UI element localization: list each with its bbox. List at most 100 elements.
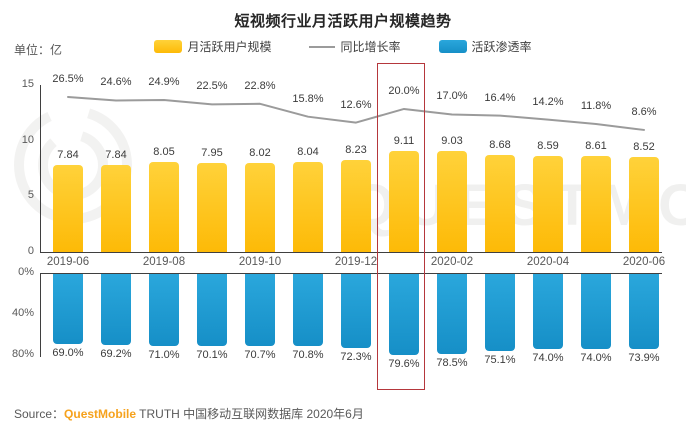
legend-label-mau: 月活跃用户规模	[187, 40, 272, 54]
growth-value-label: 12.6%	[340, 98, 372, 111]
penetration-value-label: 70.8%	[292, 349, 324, 362]
mau-bar	[485, 155, 515, 252]
penetration-value-label: 74.0%	[532, 352, 564, 365]
growth-value-label: 8.6%	[631, 105, 657, 118]
penetration-value-label: 72.3%	[340, 350, 372, 363]
mau-value-label: 8.05	[153, 146, 175, 159]
x-axis-label: 2019-10	[238, 256, 282, 268]
growth-value-label: 26.5%	[52, 73, 84, 85]
legend-item-mau: 月活跃用户规模	[154, 38, 271, 55]
bottom-y-tick: 80%	[11, 347, 34, 360]
source-prefix: Source：	[14, 407, 65, 421]
top-y-tick: 10	[21, 133, 34, 146]
penetration-bar	[149, 274, 179, 347]
top-x-axis	[40, 252, 662, 253]
penetration-value-label: 70.1%	[196, 348, 228, 361]
mau-bar	[293, 162, 323, 252]
growth-value-label: 17.0%	[436, 90, 468, 103]
mau-value-label: 8.04	[297, 146, 319, 159]
mau-value-label: 8.52	[633, 141, 655, 154]
growth-value-label: 16.4%	[484, 91, 516, 104]
mau-bar	[149, 162, 179, 252]
penetration-value-label: 78.5%	[436, 357, 468, 370]
growth-value-label: 20.0%	[388, 84, 420, 97]
mau-value-label: 8.68	[489, 139, 511, 152]
penetration-swatch-icon	[438, 40, 467, 53]
top-y-tick: 0	[27, 245, 34, 257]
x-axis-label: 2020-06	[622, 256, 666, 268]
page-title: 短视频行业月活跃用户规模趋势	[234, 13, 452, 30]
x-axis-label: 2020-02	[430, 256, 474, 268]
penetration-bar	[629, 274, 659, 350]
bottom-y-tick: 0%	[18, 266, 34, 278]
source-brand: QuestMobile	[64, 407, 137, 421]
penetration-bar	[581, 274, 611, 350]
penetration-bar	[437, 274, 467, 355]
mau-bar	[197, 163, 227, 252]
mau-value-label: 9.03	[441, 135, 463, 148]
top-y-axis	[40, 85, 41, 252]
mau-value-label: 8.61	[585, 140, 607, 153]
x-axis-label: 2019-06	[46, 256, 90, 268]
growth-value-label: 15.8%	[292, 92, 324, 105]
penetration-value-label: 79.6%	[388, 358, 420, 371]
mau-value-label: 7.84	[57, 148, 79, 161]
mau-value-label: 8.02	[249, 146, 271, 159]
penetration-value-label: 69.2%	[100, 347, 132, 360]
mau-swatch-icon	[154, 40, 183, 53]
bottom-y-tick: 40%	[11, 306, 34, 319]
mau-value-label: 8.23	[345, 144, 367, 157]
growth-value-label: 11.8%	[580, 100, 612, 113]
legend: 月活跃用户规模 同比增长率 活跃渗透率	[0, 38, 686, 55]
legend-label-growth: 同比增长率	[340, 40, 401, 54]
mau-value-label: 9.11	[393, 134, 415, 147]
x-axis-label: 2019-12	[334, 256, 378, 268]
unit-label: 单位：亿	[14, 43, 63, 57]
top-y-tick: 5	[27, 189, 34, 202]
legend-item-penetration: 活跃渗透率	[438, 38, 532, 55]
penetration-value-label: 73.9%	[628, 352, 660, 365]
penetration-bar	[53, 274, 83, 345]
mau-bar	[533, 156, 563, 252]
top-y-tick: 15	[21, 78, 34, 90]
mau-bar	[101, 164, 131, 252]
mau-bar	[629, 157, 659, 252]
growth-value-label: 24.9%	[148, 75, 180, 88]
x-axis-label: 2019-08	[142, 256, 186, 268]
legend-label-penetration: 活跃渗透率	[471, 40, 532, 54]
penetration-bar	[533, 274, 563, 350]
penetration-bar	[485, 274, 515, 351]
x-axis-label: 2020-04	[526, 256, 570, 268]
penetration-value-label: 70.7%	[244, 349, 276, 362]
penetration-bar	[101, 274, 131, 345]
source-suffix: TRUTH 中国移动互联网数据库 2020年6月	[136, 407, 364, 421]
penetration-bar	[197, 274, 227, 346]
penetration-value-label: 71.0%	[148, 349, 180, 362]
source-line: Source：QuestMobile TRUTH 中国移动互联网数据库 2020…	[14, 405, 364, 422]
bottom-x-axis	[40, 273, 662, 274]
growth-value-label: 22.5%	[196, 80, 228, 93]
growth-swatch-icon	[309, 45, 336, 48]
legend-item-growth: 同比增长率	[309, 38, 401, 55]
mau-value-label: 8.59	[537, 140, 559, 153]
mau-bar	[437, 151, 467, 252]
penetration-bar	[245, 274, 275, 347]
penetration-value-label: 74.0%	[580, 352, 612, 365]
penetration-bar	[293, 274, 323, 347]
penetration-bar	[389, 274, 419, 356]
highlight-box	[377, 63, 425, 390]
penetration-value-label: 69.0%	[52, 347, 84, 360]
mau-value-label: 7.84	[105, 148, 127, 161]
mau-bar	[581, 156, 611, 252]
growth-value-label: 22.8%	[244, 79, 276, 92]
growth-value-label: 24.6%	[100, 76, 132, 89]
mau-bar	[389, 150, 419, 252]
mau-value-label: 7.95	[201, 147, 223, 160]
penetration-bar	[341, 274, 371, 348]
mau-bar	[341, 160, 371, 252]
bottom-y-axis	[40, 273, 41, 357]
growth-value-label: 14.2%	[532, 95, 564, 108]
